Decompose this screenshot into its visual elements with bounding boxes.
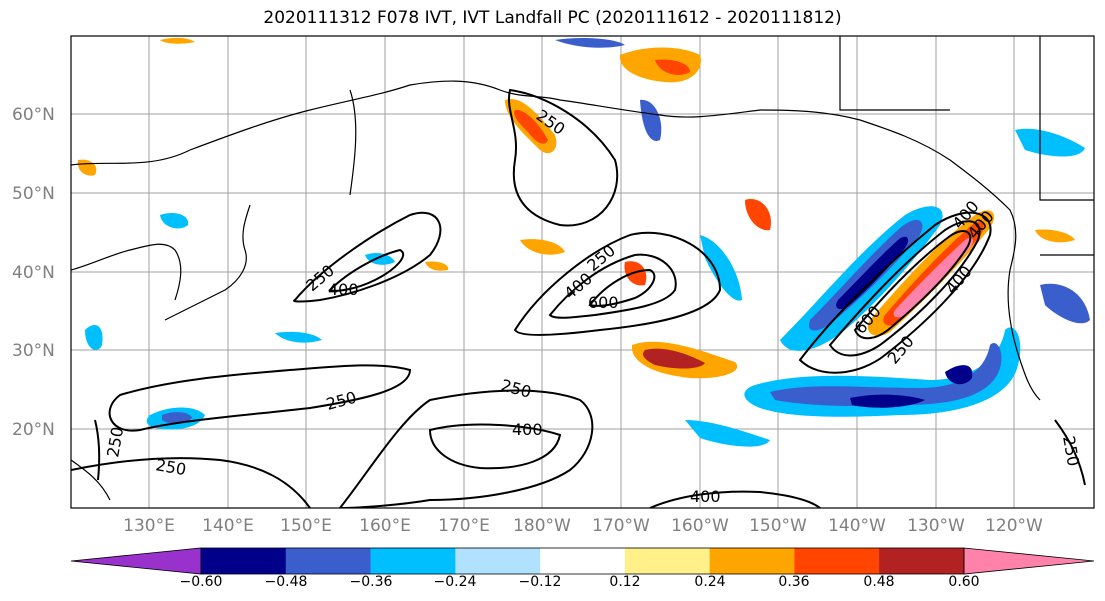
colorbar-tick-label: 0.24 — [694, 574, 725, 590]
lon-tick-label: 140°W — [828, 516, 886, 536]
lon-tick-label: 160°W — [671, 516, 729, 536]
lon-tick-label: 170°E — [438, 516, 490, 536]
colorbar-tick-label: 0.60 — [948, 574, 979, 590]
lon-tick-label: 130°W — [907, 516, 965, 536]
ivt-contours — [71, 88, 1086, 508]
colorbar-extend-low — [70, 547, 202, 575]
colorbar-outline — [200, 547, 965, 575]
lon-tick-label: 150°E — [280, 516, 332, 536]
map-title: 2020111312 F078 IVT, IVT Landfall PC (20… — [263, 8, 842, 28]
lon-tick-label: 150°W — [749, 516, 807, 536]
colorbar-segment — [540, 548, 626, 574]
colorbar-extend-high — [963, 547, 1095, 575]
coastlines — [71, 36, 1094, 501]
lat-tick-label: 60°N — [12, 105, 55, 125]
contour-label: 400 — [512, 420, 543, 439]
colorbar-tick-label: −0.12 — [519, 574, 562, 590]
lon-tick-label: 130°E — [123, 516, 175, 536]
lon-tick-labels: 130°E 140°E 150°E 160°E 170°E 180°W 170°… — [123, 516, 1043, 536]
contour-label: 400 — [328, 280, 359, 299]
colorbar-tick-labels: −0.60 −0.48 −0.36 −0.24 −0.12 0.12 0.24 … — [180, 574, 980, 590]
colorbar-tick-label: −0.36 — [350, 574, 393, 590]
colorbar-tick-label: 0.48 — [863, 574, 894, 590]
colorbar — [70, 547, 1095, 575]
colorbar-tick-label: 0.12 — [609, 574, 640, 590]
colorbar-segment — [624, 548, 711, 574]
lon-tick-label: 160°E — [359, 516, 411, 536]
lon-tick-label: 170°W — [592, 516, 650, 536]
colorbar-segment — [709, 548, 795, 574]
map-content: 250 400 250 400 600 250 250 400 250 250 … — [71, 36, 1094, 508]
colorbar-segment — [370, 548, 456, 574]
contour-label: 600 — [588, 293, 619, 312]
lon-tick-label: 120°W — [985, 516, 1043, 536]
lat-tick-label: 30°N — [12, 341, 55, 361]
colorbar-tick-label: −0.24 — [434, 574, 477, 590]
colorbar-tick-label: −0.60 — [180, 574, 223, 590]
lat-tick-label: 40°N — [12, 263, 55, 283]
colorbar-segment — [455, 548, 541, 574]
lon-tick-label: 140°E — [202, 516, 254, 536]
shaded-anomalies — [77, 37, 1090, 447]
lat-tick-labels: 60°N 50°N 40°N 30°N 20°N — [12, 105, 55, 440]
colorbar-segment — [201, 548, 287, 574]
lat-tick-label: 50°N — [12, 184, 55, 204]
colorbar-tick-label: 0.36 — [778, 574, 809, 590]
lon-tick-label: 180°W — [513, 516, 571, 536]
colorbar-segment — [879, 548, 965, 574]
colorbar-tick-label: −0.48 — [265, 574, 308, 590]
map-frame — [70, 35, 1095, 509]
colorbar-segment — [794, 548, 880, 574]
colorbar-segment — [285, 548, 372, 574]
lat-tick-label: 20°N — [12, 420, 55, 440]
contour-label: 400 — [690, 487, 721, 506]
